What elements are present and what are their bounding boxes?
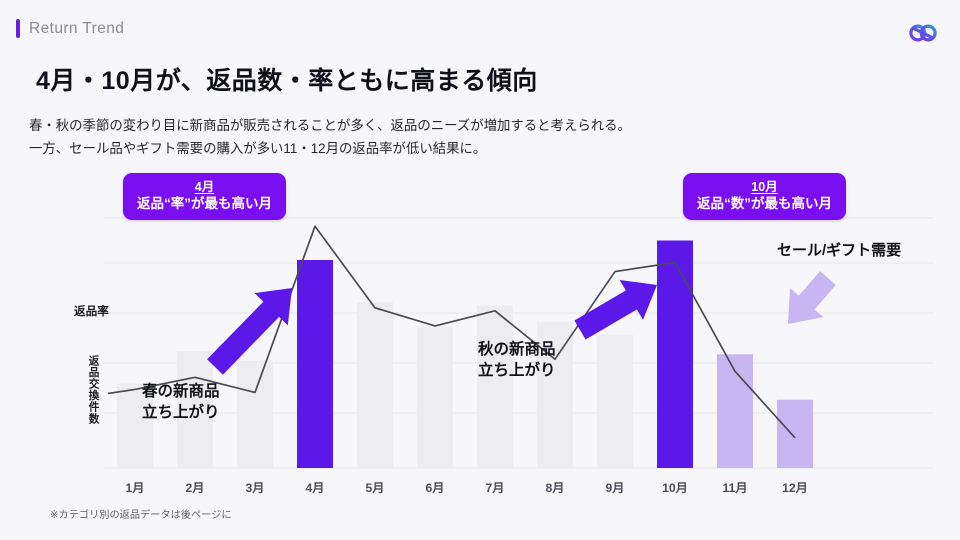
x-tick-11: 11月	[722, 481, 748, 495]
callout-badge-october: 10月 返品“数”が最も高い月	[683, 173, 846, 221]
callout-month-april: 4月	[194, 180, 215, 194]
x-tick-1: 1月	[125, 481, 145, 495]
x-tick-6: 6月	[425, 481, 445, 495]
callout-desc-october: 返品“数”が最も高い月	[697, 196, 832, 211]
lede-text: 春・秋の季節の変わり目に新商品が販売されることが多く、返品のニーズが増加すると考…	[29, 114, 631, 161]
x-tick-9: 9月	[605, 481, 625, 495]
annotation-gift-demand: セール/ギフト需要	[777, 242, 902, 259]
x-tick-8: 8月	[545, 481, 565, 495]
eyebrow-label: Return Trend	[29, 19, 125, 37]
callout-badge-april: 4月 返品“率”が最も高い月	[123, 173, 286, 221]
infinity-loop-logo-icon	[904, 16, 942, 50]
annotation-autumn-launch: 秋の新商品 立ち上がり	[478, 341, 556, 379]
axis-label-return-count: 返品交換件数	[87, 355, 100, 425]
x-tick-3: 3月	[245, 481, 265, 495]
x-tick-2: 2月	[185, 481, 205, 495]
lede-line-2: 一方、セール品やギフト需要の購入が多い11・12月の返品率が低い結果に。	[29, 141, 487, 157]
page-title: 4月・10月が、返品数・率ともに高まる傾向	[36, 67, 538, 95]
x-tick-5: 5月	[365, 481, 385, 495]
x-tick-12: 12月	[782, 481, 808, 495]
x-tick-4: 4月	[305, 481, 325, 495]
footnote: ※カテゴリ別の返品データは後ページに	[50, 510, 232, 521]
x-tick-7: 7月	[485, 481, 505, 495]
callout-desc-april: 返品“率”が最も高い月	[137, 196, 272, 211]
annotation-spring-launch: 春の新商品 立ち上がり	[142, 383, 220, 421]
axis-label-return-rate: 返品率	[74, 305, 109, 318]
callout-month-october: 10月	[751, 180, 778, 194]
eyebrow-accent-bar	[16, 19, 20, 38]
lede-line-1: 春・秋の季節の変わり目に新商品が販売されることが多く、返品のニーズが増加すると考…	[29, 118, 631, 133]
eyebrow: Return Trend	[16, 19, 124, 38]
x-tick-10: 10月	[662, 481, 688, 495]
